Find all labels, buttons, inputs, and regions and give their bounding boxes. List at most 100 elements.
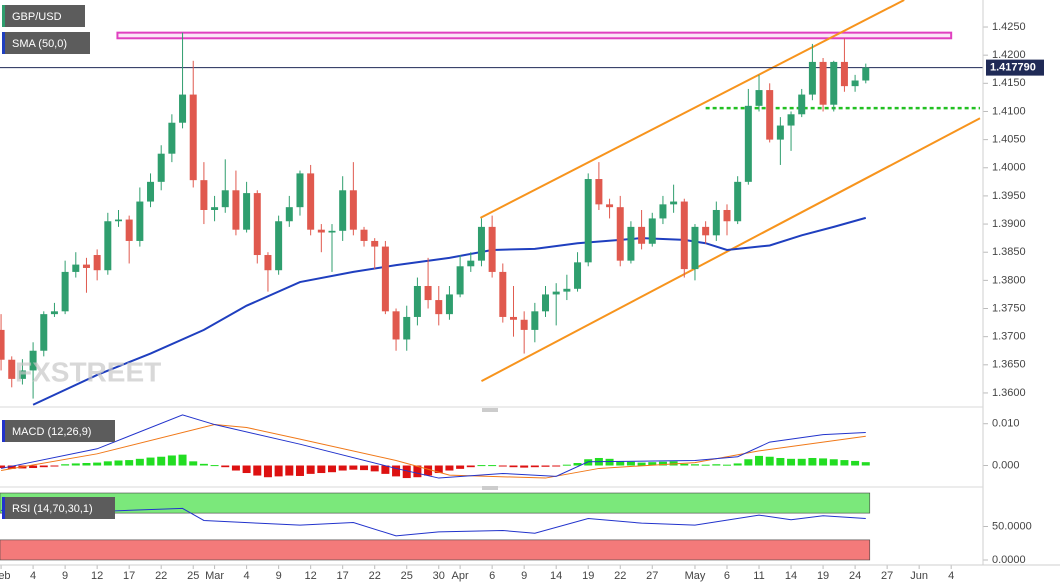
candle-body <box>371 240 379 247</box>
y-tick-label: 1.4150 <box>992 77 1026 89</box>
tag-bg <box>2 32 90 54</box>
tag-bg <box>2 5 85 27</box>
candle-body <box>125 219 133 241</box>
macd-bar <box>861 462 870 466</box>
macd-bar <box>488 465 497 467</box>
macd-bar <box>776 457 785 466</box>
x-tick-label: 12 <box>91 570 103 582</box>
macd-bar <box>125 460 134 466</box>
macd-bar <box>658 461 667 466</box>
candle-body <box>50 311 58 315</box>
macd-bar <box>829 459 838 466</box>
macd-bar <box>573 463 582 466</box>
panel-grip[interactable] <box>482 486 498 490</box>
candle-body <box>584 179 592 263</box>
candle-body <box>339 190 347 231</box>
x-tick-label: Jun <box>910 570 928 582</box>
macd-bar <box>541 465 550 467</box>
legend-label: SMA (50,0) <box>12 38 67 50</box>
candle-body <box>659 204 667 219</box>
x-tick-label: 6 <box>724 570 730 582</box>
panel-grip[interactable] <box>482 408 498 412</box>
macd-bar <box>146 457 155 466</box>
candle-body <box>456 266 464 295</box>
macd-bar <box>189 461 198 466</box>
y-tick-label: 0.010 <box>992 418 1020 430</box>
macd-bar <box>424 465 433 476</box>
candle-body <box>755 90 763 106</box>
watermark: FXSTREET <box>15 356 161 387</box>
candle-body <box>830 61 838 105</box>
x-tick-label: 27 <box>881 570 893 582</box>
candle-body <box>712 209 720 236</box>
x-tick-label: 22 <box>155 570 167 582</box>
macd-bar <box>231 465 240 471</box>
y-tick-label: 1.4200 <box>992 49 1026 61</box>
macd-bar <box>167 455 176 466</box>
x-tick-label: 22 <box>369 570 381 582</box>
x-tick-label: 9 <box>62 570 68 582</box>
y-tick-label: 1.3650 <box>992 359 1026 371</box>
x-tick-label: 4 <box>948 570 954 582</box>
y-tick-label: 50.0000 <box>992 520 1032 532</box>
macd-bar <box>477 465 486 467</box>
candle-body <box>232 190 240 230</box>
candle-body <box>808 61 816 95</box>
macd-bar <box>712 464 721 466</box>
candle-body <box>104 221 112 271</box>
candle-body <box>200 180 208 210</box>
candle-body <box>862 67 870 81</box>
macd-bar <box>71 463 80 466</box>
last-price-label: 1.417790 <box>990 62 1036 74</box>
legend-label: MACD (12,26,9) <box>12 426 91 438</box>
candle-body <box>403 316 411 340</box>
candle-body <box>40 314 48 351</box>
candle-body <box>648 218 656 244</box>
y-tick-label: 1.3900 <box>992 218 1026 230</box>
candle-body <box>542 294 550 312</box>
macd-bar <box>29 465 38 469</box>
x-tick-label: 25 <box>401 570 413 582</box>
macd-bar <box>242 465 251 474</box>
macd-bar <box>520 465 529 468</box>
candle-body <box>179 94 187 123</box>
x-tick-label: 11 <box>753 570 764 582</box>
macd-bar <box>285 465 294 476</box>
macd-bar <box>851 460 860 466</box>
candle-body <box>189 94 197 181</box>
candle-body <box>819 61 827 105</box>
macd-bar <box>808 457 817 466</box>
macd-bar <box>605 458 614 466</box>
macd-bar <box>530 465 539 468</box>
plot-layer: 1.4250 1.4200 1.4150 1.4100 1.4050 1.4000 1.39… <box>0 0 1044 582</box>
macd-bar <box>797 458 806 466</box>
y-tick-label: 1.3800 <box>992 274 1026 286</box>
candle-body <box>734 181 742 222</box>
candle-body <box>638 226 646 244</box>
macd-bar <box>787 458 796 466</box>
tag-bg <box>2 497 115 519</box>
macd-bar <box>701 464 710 466</box>
candle-body <box>840 61 848 87</box>
y-tick-label: 0.000 <box>992 459 1020 471</box>
legend-label: RSI (14,70,30,1) <box>12 503 93 515</box>
macd-bar <box>552 465 561 467</box>
x-tick-label: 14 <box>785 570 797 582</box>
candle-body <box>574 262 582 289</box>
rsi-tag: RSI (14,70,30,1) <box>2 497 115 519</box>
candle-body <box>509 316 517 320</box>
macd-bar <box>445 465 454 471</box>
x-tick-label: May <box>685 570 706 582</box>
macd-bar <box>498 465 507 467</box>
tag-bg <box>2 420 115 442</box>
y-tick-label: 1.4050 <box>992 134 1026 146</box>
macd-bar <box>360 465 369 471</box>
candle-body <box>766 90 774 140</box>
candle-body <box>349 190 357 230</box>
macd-bar <box>135 458 144 466</box>
candle-body <box>307 173 315 230</box>
y-tick-label: 1.3950 <box>992 190 1026 202</box>
x-tick-label: 19 <box>582 570 594 582</box>
